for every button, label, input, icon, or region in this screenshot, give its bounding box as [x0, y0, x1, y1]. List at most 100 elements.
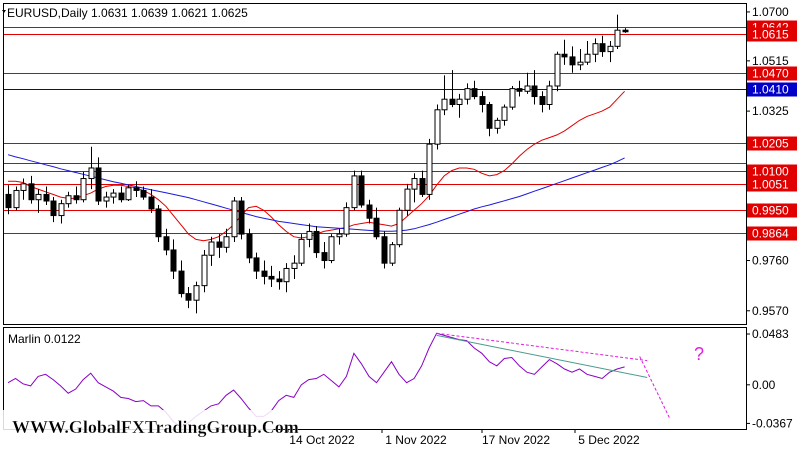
question-mark: ?: [694, 344, 704, 364]
bull-candle: [554, 53, 561, 87]
bull-candle: [336, 233, 343, 238]
level-label: 0.9864: [752, 227, 789, 241]
bear-candle: [276, 278, 283, 283]
bear-candle: [148, 196, 155, 210]
level-tag: [747, 27, 797, 42]
bull-candle: [88, 167, 95, 180]
bull-candle: [464, 88, 471, 100]
bear-candle: [133, 187, 140, 191]
indicator-tick-label: -0.0367: [752, 416, 793, 430]
bear-candle: [28, 183, 35, 201]
price-tick-label: 0.9760: [752, 254, 789, 268]
bull-candle: [291, 262, 298, 269]
level-tag: [747, 66, 797, 81]
bear-candle: [569, 56, 576, 66]
level-tag: [747, 203, 797, 218]
level-label: 1.0615: [752, 28, 789, 42]
indicator-tick-label: 0.0483: [752, 327, 789, 341]
bull-candle: [58, 203, 65, 217]
bull-candle: [524, 85, 531, 92]
symbol-header: EURUSD,Daily 1.0631 1.0639 1.0621 1.0625: [7, 6, 248, 20]
level-tag: [747, 177, 797, 192]
time-label: 5 Dec 2022: [578, 433, 640, 447]
header-triangle-icon: [2, 10, 6, 13]
bear-candle: [73, 195, 80, 201]
bear-candle: [238, 200, 245, 235]
bull-candle: [441, 98, 448, 111]
price-axis: 1.0700 1.0515 1.0325 0.9760 0.9570: [746, 5, 789, 318]
bull-candle: [208, 241, 215, 256]
bear-candle: [539, 96, 546, 105]
level-label: 1.0410: [752, 83, 789, 97]
bull-candle: [592, 43, 599, 55]
candlesticks: [5, 14, 629, 314]
bull-candle: [80, 178, 87, 201]
bull-candle: [298, 238, 305, 264]
bear-candle: [599, 43, 606, 53]
bear-candle: [261, 270, 268, 277]
bull-candle: [494, 119, 501, 129]
bull-candle: [434, 109, 441, 145]
bull-candle: [20, 183, 27, 191]
level-label: 1.0205: [752, 137, 789, 151]
bear-candle: [531, 85, 538, 98]
bull-candle: [607, 45, 614, 53]
level-label: 1.0470: [752, 67, 789, 81]
bull-candle: [546, 85, 553, 105]
bear-candle: [561, 53, 568, 58]
bear-candle: [419, 178, 426, 195]
price-tick-label: 0.9570: [752, 304, 789, 318]
bear-candle: [516, 88, 523, 92]
marlin-line: [7, 332, 625, 428]
bull-candle: [65, 195, 72, 205]
bull-candle: [509, 88, 516, 108]
level-tag: [747, 136, 797, 151]
level-label: 1.0051: [752, 178, 789, 192]
bull-candle: [193, 285, 200, 301]
bear-candle: [479, 96, 486, 105]
watermark-background: [3, 410, 273, 440]
bear-candle: [268, 275, 275, 280]
bear-candle: [449, 98, 456, 105]
bull-candle: [426, 143, 433, 195]
bull-candle: [501, 106, 508, 121]
bear-candle: [321, 252, 328, 262]
level-tag: [747, 164, 797, 179]
bull-candle: [110, 192, 117, 198]
bear-candle: [43, 193, 50, 202]
bull-candle: [13, 189, 20, 209]
bear-candle: [366, 204, 373, 219]
bull-candle: [456, 98, 463, 105]
level-label: 1.0100: [752, 165, 789, 179]
bear-candle: [140, 189, 147, 198]
trendline: [436, 332, 648, 362]
bull-candle: [411, 178, 418, 190]
bull-candle: [389, 244, 396, 264]
bear-candle: [622, 29, 629, 33]
bull-candle: [231, 200, 238, 238]
bear-candle: [50, 200, 57, 217]
bear-candle: [118, 192, 125, 201]
price-tick-label: 1.0515: [752, 54, 789, 68]
bull-candle: [343, 207, 350, 235]
bull-candle: [584, 53, 591, 63]
indicator-name: Marlin 0.0122: [8, 332, 81, 346]
bear-candle: [358, 175, 365, 206]
bear-candle: [185, 293, 192, 301]
bear-candle: [471, 88, 478, 98]
bull-candle: [404, 188, 411, 211]
bull-candle: [125, 187, 132, 201]
bear-candle: [178, 270, 185, 295]
price-tick-label: 1.0325: [752, 104, 789, 118]
bear-candle: [486, 103, 493, 129]
bull-candle: [306, 230, 313, 240]
bear-candle: [170, 249, 177, 272]
bear-candle: [246, 233, 253, 259]
time-label: 1 Nov 2022: [385, 433, 447, 447]
time-label: 17 Nov 2022: [482, 433, 550, 447]
indicator-tick-label: 0.00: [752, 378, 776, 392]
bull-candle: [201, 254, 208, 287]
level-tag: [747, 226, 797, 241]
bull-candle: [351, 175, 358, 209]
